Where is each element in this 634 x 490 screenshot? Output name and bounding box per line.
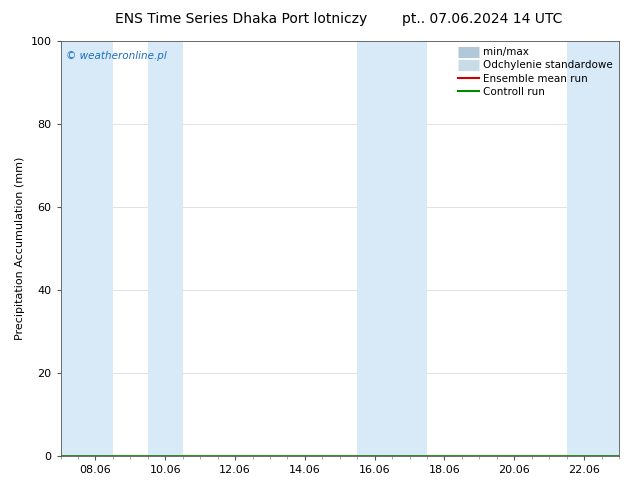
Text: ENS Time Series Dhaka Port lotniczy: ENS Time Series Dhaka Port lotniczy — [115, 12, 367, 26]
Text: © weatheronline.pl: © weatheronline.pl — [66, 51, 167, 61]
Bar — [567, 41, 619, 456]
Bar — [61, 41, 113, 456]
Text: pt.. 07.06.2024 14 UTC: pt.. 07.06.2024 14 UTC — [402, 12, 562, 26]
Bar — [357, 41, 427, 456]
Legend: min/max, Odchylenie standardowe, Ensemble mean run, Controll run: min/max, Odchylenie standardowe, Ensembl… — [454, 43, 617, 101]
Y-axis label: Precipitation Accumulation (mm): Precipitation Accumulation (mm) — [15, 157, 25, 340]
Bar — [148, 41, 183, 456]
